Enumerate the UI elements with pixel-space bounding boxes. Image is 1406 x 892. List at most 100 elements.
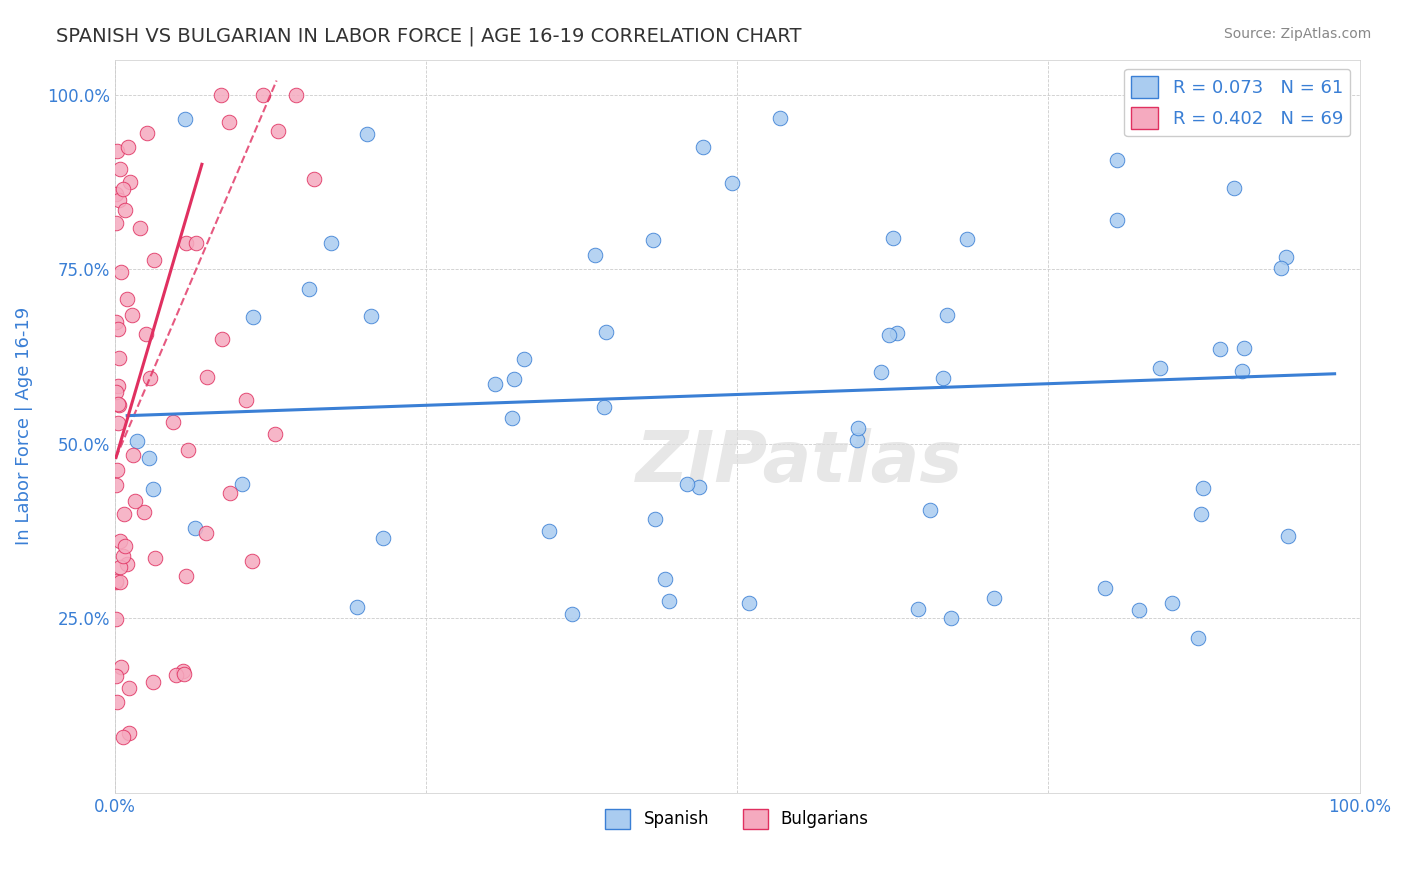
Point xyxy=(124,494,146,508)
Point xyxy=(692,140,714,154)
Point xyxy=(846,420,869,434)
Point xyxy=(174,569,197,583)
Point xyxy=(110,265,132,279)
Point xyxy=(231,477,253,491)
Point xyxy=(105,695,128,709)
Point xyxy=(886,326,908,341)
Point xyxy=(356,127,378,141)
Point xyxy=(932,371,955,385)
Point xyxy=(183,521,205,535)
Point xyxy=(484,376,506,391)
Point xyxy=(110,660,132,674)
Point xyxy=(907,602,929,616)
Point xyxy=(209,87,232,102)
Point xyxy=(108,560,131,574)
Point xyxy=(121,448,143,462)
Point xyxy=(321,236,343,251)
Point xyxy=(173,667,195,681)
Point xyxy=(211,332,233,346)
Point xyxy=(108,193,131,207)
Point xyxy=(1189,507,1212,521)
Point xyxy=(117,140,139,154)
Point xyxy=(114,539,136,553)
Y-axis label: In Labor Force | Age 16-19: In Labor Force | Age 16-19 xyxy=(15,307,32,545)
Point xyxy=(918,502,941,516)
Point xyxy=(1149,361,1171,376)
Point xyxy=(110,575,132,590)
Point xyxy=(583,248,606,262)
Point xyxy=(538,524,561,538)
Point xyxy=(870,365,893,379)
Point xyxy=(1160,596,1182,610)
Point xyxy=(165,668,187,682)
Point xyxy=(877,327,900,342)
Point xyxy=(1233,341,1256,355)
Point xyxy=(285,87,308,102)
Point xyxy=(107,417,129,431)
Point xyxy=(676,477,699,491)
Point xyxy=(143,253,166,268)
Point xyxy=(1275,250,1298,264)
Point xyxy=(658,594,681,608)
Point xyxy=(125,434,148,448)
Point xyxy=(118,725,141,739)
Point xyxy=(218,115,240,129)
Point xyxy=(235,392,257,407)
Point xyxy=(595,325,617,339)
Point xyxy=(242,310,264,325)
Text: Source: ZipAtlas.com: Source: ZipAtlas.com xyxy=(1223,27,1371,41)
Point xyxy=(142,674,165,689)
Point xyxy=(688,480,710,494)
Point xyxy=(111,549,134,564)
Point xyxy=(104,384,127,399)
Point xyxy=(108,351,131,366)
Point xyxy=(267,124,290,138)
Point xyxy=(174,235,197,250)
Point xyxy=(720,176,742,190)
Point xyxy=(107,398,129,412)
Point xyxy=(1192,482,1215,496)
Point xyxy=(941,611,963,625)
Point xyxy=(501,411,523,425)
Point xyxy=(242,554,264,568)
Point xyxy=(593,400,616,414)
Point xyxy=(107,378,129,392)
Point xyxy=(1107,213,1129,227)
Point xyxy=(513,352,536,367)
Point xyxy=(120,175,142,189)
Point xyxy=(172,664,194,678)
Point xyxy=(360,309,382,323)
Point xyxy=(117,557,139,571)
Point xyxy=(107,322,129,336)
Point xyxy=(111,731,134,745)
Point xyxy=(112,507,135,521)
Point xyxy=(302,172,325,186)
Point xyxy=(346,600,368,615)
Point xyxy=(219,486,242,500)
Point xyxy=(104,477,127,491)
Point xyxy=(111,182,134,196)
Point xyxy=(105,314,128,328)
Point xyxy=(105,462,128,476)
Text: SPANISH VS BULGARIAN IN LABOR FORCE | AGE 16-19 CORRELATION CHART: SPANISH VS BULGARIAN IN LABOR FORCE | AG… xyxy=(56,27,801,46)
Point xyxy=(121,308,143,322)
Point xyxy=(1105,153,1128,167)
Point xyxy=(114,202,136,217)
Point xyxy=(117,681,139,695)
Point xyxy=(132,505,155,519)
Point xyxy=(139,370,162,384)
Point xyxy=(654,572,676,586)
Text: ZIPatlas: ZIPatlas xyxy=(636,428,963,497)
Point xyxy=(1128,602,1150,616)
Point xyxy=(138,451,160,466)
Point xyxy=(738,596,761,610)
Point xyxy=(983,591,1005,606)
Point xyxy=(197,370,219,384)
Point xyxy=(1209,343,1232,357)
Point xyxy=(104,187,127,202)
Point xyxy=(142,483,165,497)
Point xyxy=(143,551,166,566)
Point xyxy=(110,533,132,548)
Point xyxy=(177,443,200,458)
Point xyxy=(956,232,979,246)
